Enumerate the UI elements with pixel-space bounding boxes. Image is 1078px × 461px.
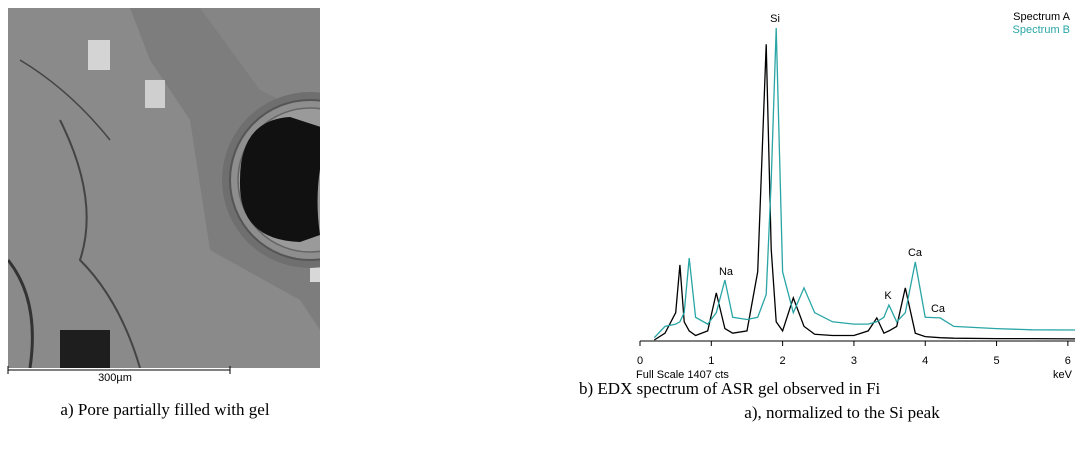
spectrum-line [653, 44, 1076, 341]
peak-label: Ca [931, 303, 946, 315]
caption: b) EDX spectrum of ASR gel observed in F… [579, 379, 881, 398]
peak-label: Ca [908, 247, 923, 259]
x-tick-label: 6 [1065, 355, 1071, 367]
x-tick-label: 0 [637, 355, 643, 367]
x-note: Full Scale 1407 cts [636, 369, 729, 381]
peak-label: K [884, 290, 892, 302]
region-label: A [370, 173, 383, 192]
caption: a) Pore partially filled with gel [60, 400, 269, 419]
scale-label: 300µm [98, 372, 132, 384]
region-label: B [338, 143, 349, 162]
spectrum-line [653, 27, 1076, 339]
x-tick-label: 5 [993, 355, 999, 367]
legend-entry: Spectrum A [1013, 11, 1071, 23]
x-tick-label: 1 [708, 355, 714, 367]
caption: a), normalized to the Si peak [744, 403, 940, 422]
peak-label: Si [770, 13, 780, 25]
x-tick-label: 4 [922, 355, 928, 367]
legend-entry: Spectrum B [1013, 24, 1070, 36]
sem-image: B A [8, 8, 383, 368]
x-tick-label: 2 [780, 355, 786, 367]
x-tick-label: 3 [851, 355, 857, 367]
peak-label: Na [719, 266, 734, 278]
x-unit: keV [1053, 369, 1073, 381]
